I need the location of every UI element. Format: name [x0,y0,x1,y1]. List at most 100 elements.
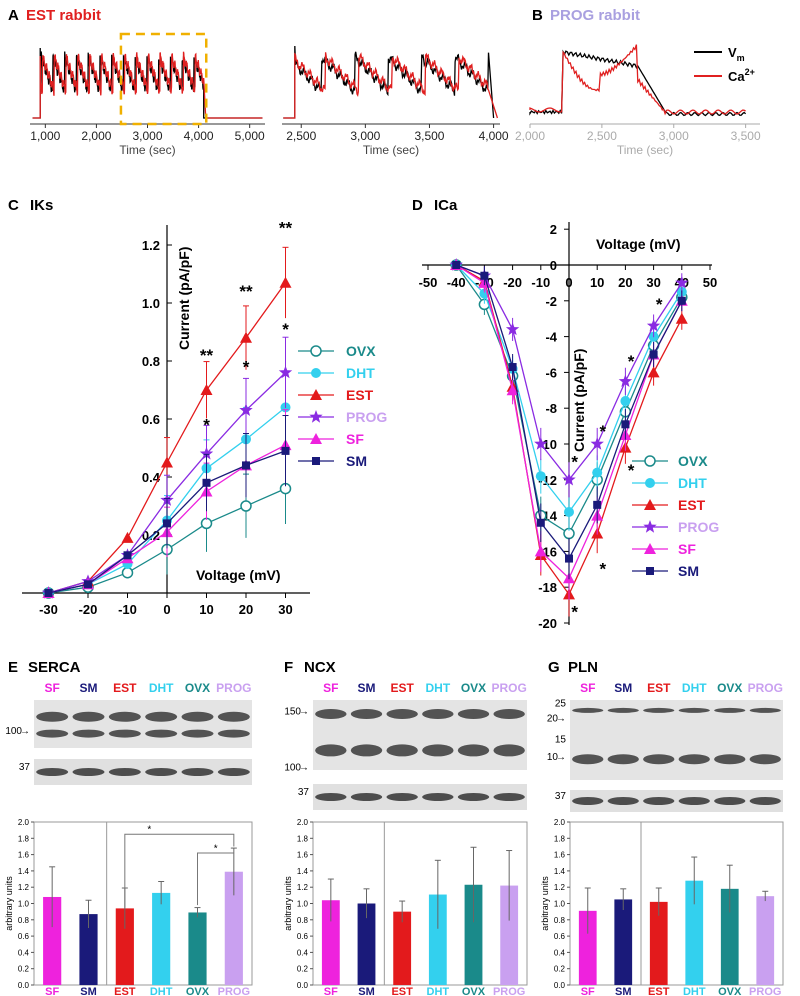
ica-legend-label: OVX [678,453,708,469]
bar-y-tick-label: 0.4 [297,948,309,957]
bar-y-label: arbitrary units [283,876,293,931]
loading-control-band [607,797,639,805]
iks-significance-mark: ** [200,346,214,365]
molecular-weight-label: 15 [555,734,567,745]
bar-category-label: EST [391,986,413,996]
blot-band [72,729,105,738]
bar-y-tick-label: 1.2 [18,883,30,892]
ica-legend-marker [644,543,656,554]
western-blot-image [313,700,527,770]
ica-y-tick-label: 0 [550,258,557,273]
bar-category-label: DHT [683,986,706,996]
band-arrow: → [556,752,566,763]
iks-point-sm [84,580,92,589]
trace-tick-label: 3,000 [132,129,162,143]
ica-y-tick-label: -6 [545,365,557,380]
iks-y-tick-label: 0.6 [142,412,160,427]
blot-band [678,707,710,713]
ica-x-tick-label: -20 [503,275,522,290]
loading-control-band [714,797,746,805]
ica-significance-mark: * [600,422,607,441]
band-arrow: → [299,707,309,718]
blot-band [714,754,746,765]
blot-band [72,711,105,722]
bar-y-tick-label: 1.6 [297,851,309,860]
ica-legend-marker [643,520,657,533]
ica-y-tick-label: -20 [538,616,557,631]
western-blot-image [34,700,252,748]
trace-tick-label: 3,500 [414,129,444,143]
blot-band [181,711,214,722]
iks-x-tick-label: 30 [278,602,292,617]
iks-point-prog [239,403,253,416]
bar-prog [756,896,775,985]
molecular-weight-label: 25 [555,698,567,709]
molecular-weight-label: 100 [284,763,301,774]
blot-lane-label: DHT [149,681,174,695]
bar-y-tick-label: 2.0 [18,818,30,827]
iks-point-sm [281,446,290,455]
ica-significance-mark: * [656,295,663,314]
ica-x-tick-label: 10 [590,275,604,290]
bar-est [115,908,134,985]
iks-point-est [240,331,252,343]
ica-x-tick-label: -40 [447,275,466,290]
bar-sm [614,899,633,985]
loading-control-band [181,768,214,776]
trace-tick-label: 2,000 [515,129,545,143]
loading-control-band [72,768,105,776]
iks-significance-mark: * [243,358,250,377]
ica-y-tick-label: -8 [545,401,557,416]
bar-dht [685,880,704,985]
panel-G-title: PLN [568,659,598,676]
iks-legend-marker [310,433,322,444]
blot-band [749,707,781,713]
ica-point-sm [677,296,686,305]
bar-category-label: SF [581,986,595,996]
ica-x-tick-label: -50 [419,275,438,290]
iks-point-est [279,276,292,288]
blot-lane-label: SM [80,681,98,695]
molecular-weight-label: 150 [284,707,301,718]
blot-band [145,729,178,738]
blot-lane-label: SF [323,681,338,695]
trace-tick-label: 2,000 [81,129,111,143]
ica-y-label: Current (pA/pF) [571,349,587,452]
ica-point-sf [506,384,519,396]
ica-legend-marker [644,499,656,510]
ica-legend-label: SF [678,541,696,557]
bar-sf [578,910,597,985]
bar-y-tick-label: 0.2 [554,965,566,974]
trace-legend-label: Vm [728,45,745,63]
ica-x-tick-label: -10 [531,275,550,290]
loading-control-band [145,768,178,776]
iks-legend-label: OVX [346,343,376,359]
ica-point-dht [535,471,546,482]
iks-point-est [121,531,134,543]
western-blot-image [570,700,783,780]
ica-y-tick-label: 2 [550,222,557,237]
blot-band [643,754,675,765]
ica-x-tick-label: 30 [646,275,660,290]
bar-dht [428,894,447,985]
ica-legend-label: DHT [678,475,707,491]
ica-y-tick-label: -18 [538,580,557,595]
band-arrow: → [20,726,30,737]
iks-legend-marker [310,345,322,357]
bar-category-label: OVX [462,986,486,996]
ica-legend-label: PROG [678,519,719,535]
bar-category-label: PROG [493,986,525,996]
sig-bracket [197,852,234,906]
sig-bracket-star: * [214,843,218,854]
ica-legend-marker [645,478,655,488]
ica-legend-label: EST [678,497,706,513]
ica-significance-mark: * [628,352,635,371]
bar-sf [43,896,62,985]
calcium-trace [283,52,499,119]
ica-significance-mark: * [628,461,635,480]
bar-y-label: arbitrary units [540,876,550,931]
bar-category-label: PROG [749,986,781,996]
iks-significance-mark: * [282,320,289,339]
